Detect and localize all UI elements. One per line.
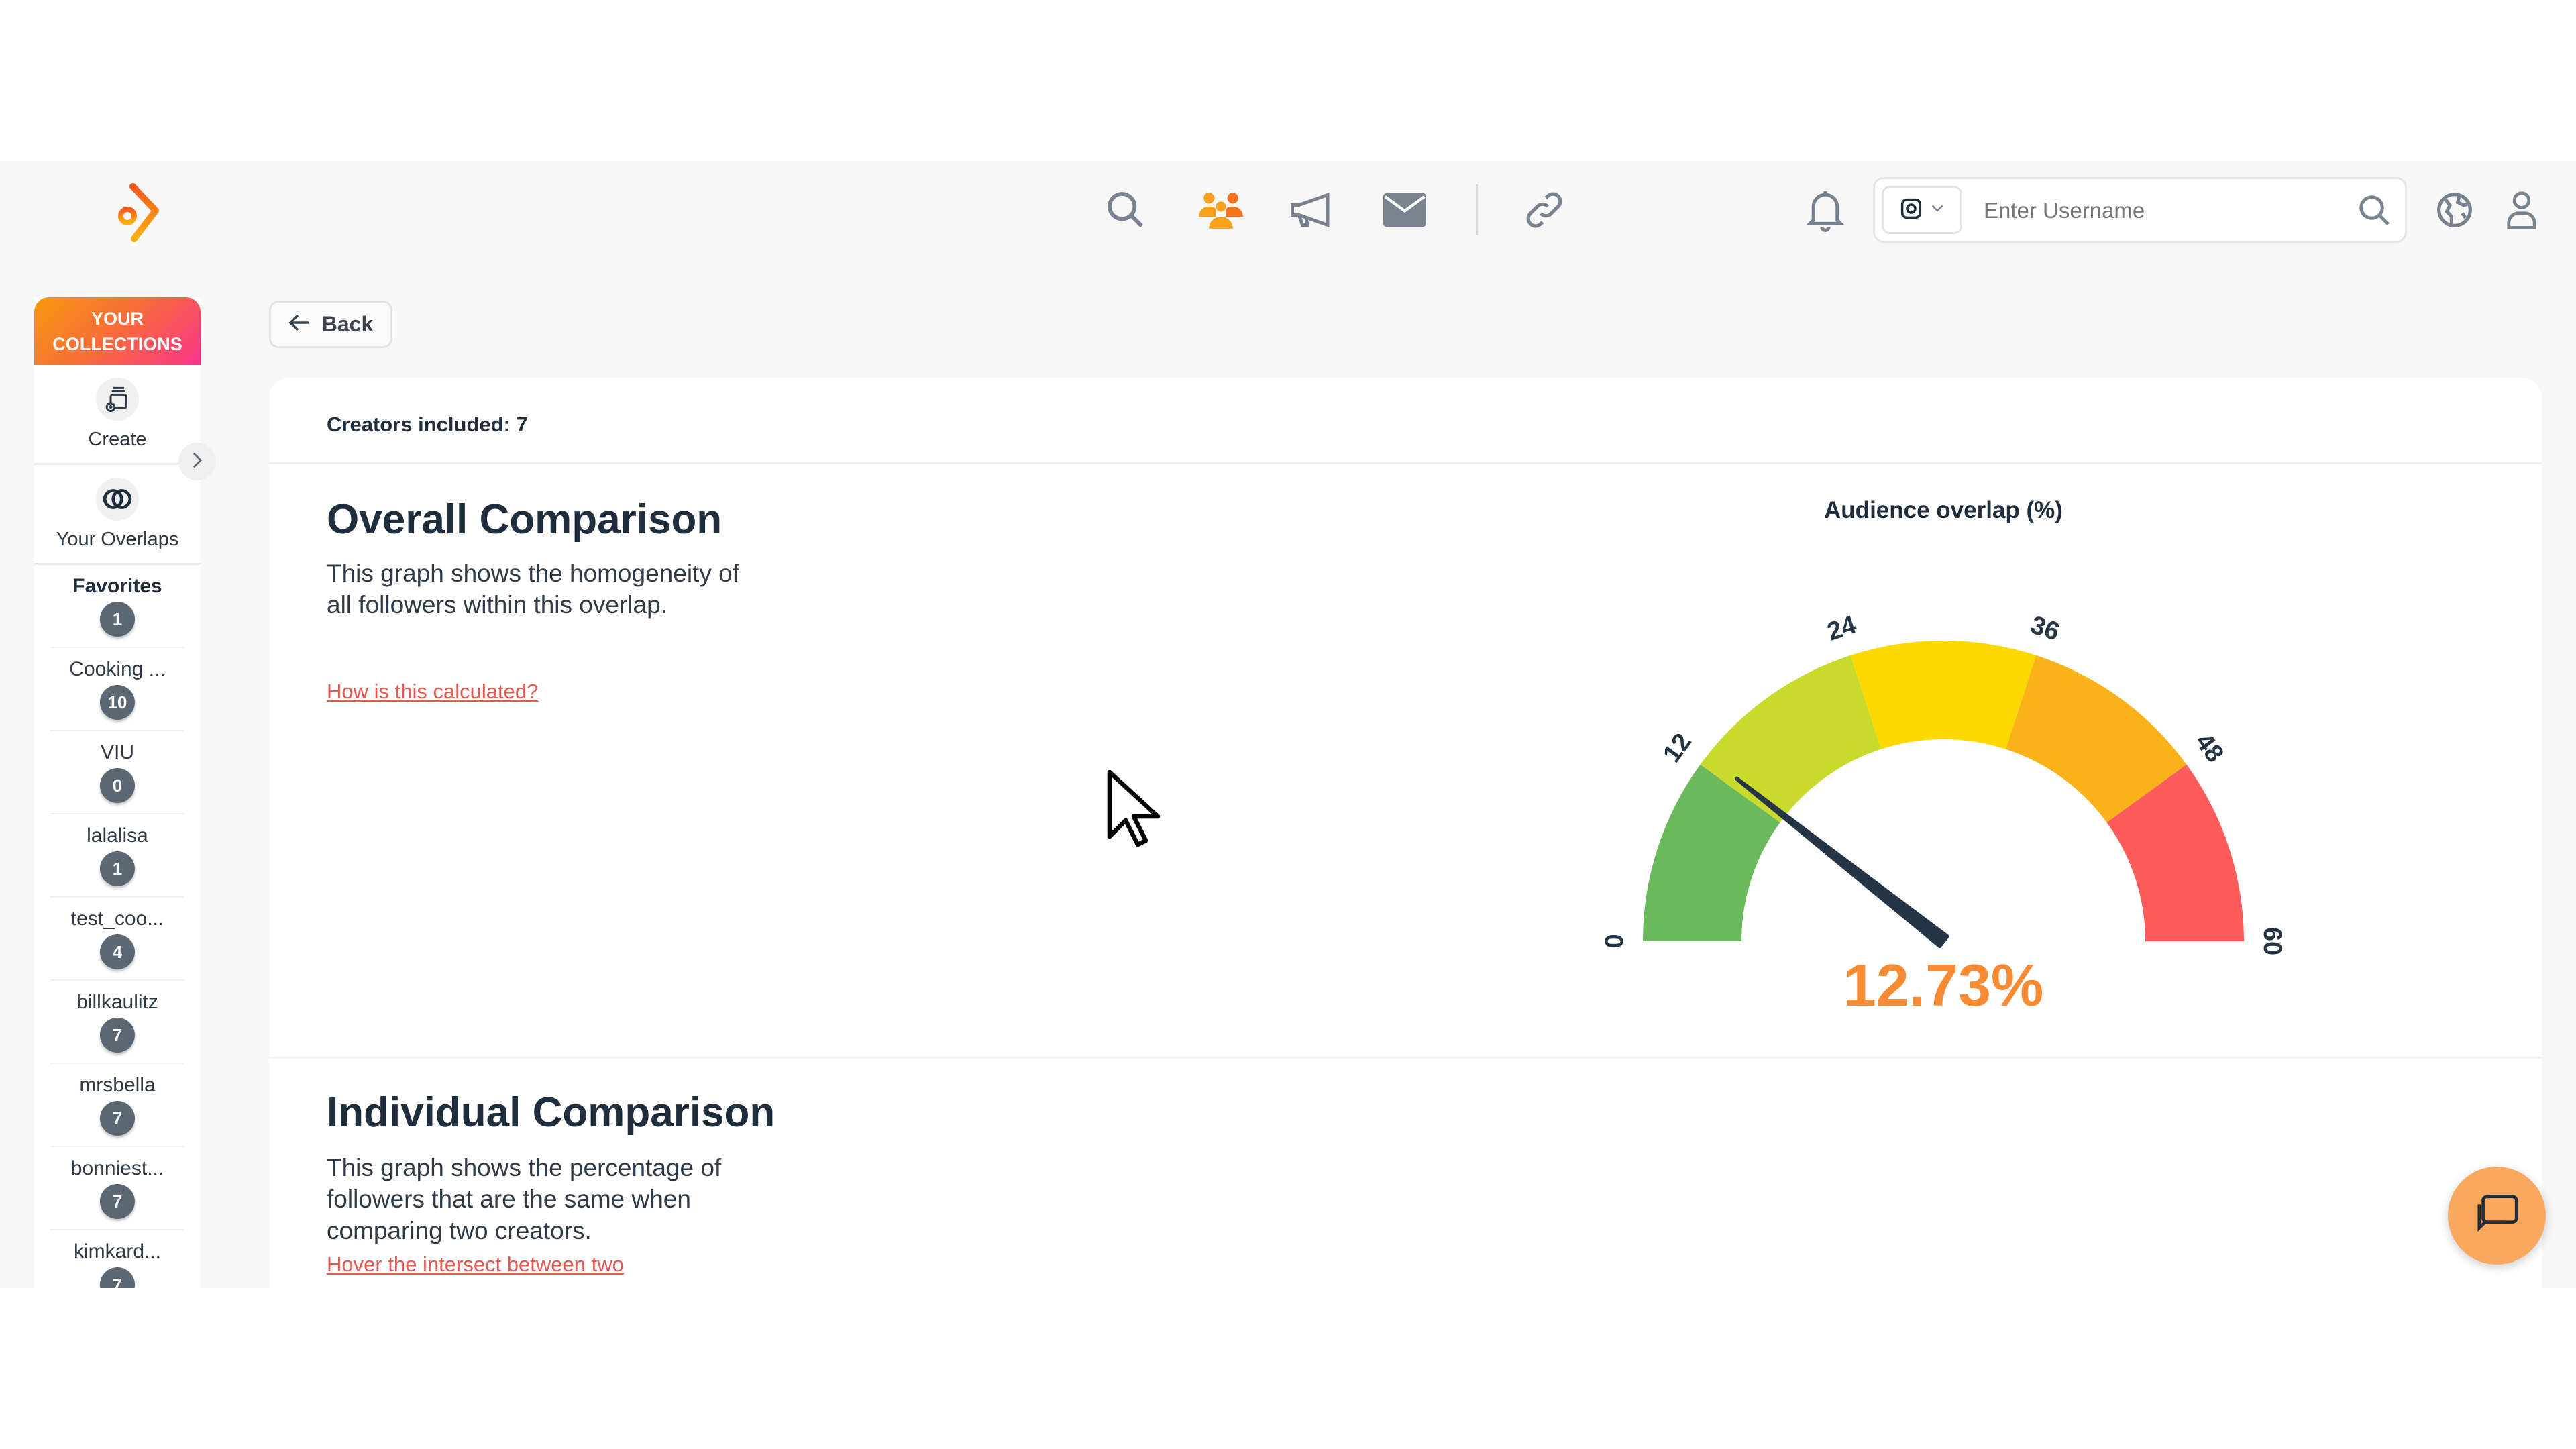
mouse-cursor	[1106, 768, 1162, 852]
collection-count-badge: 0	[100, 768, 135, 803]
chat-button[interactable]	[2448, 1167, 2546, 1265]
gauge-tick-label: 24	[1824, 611, 1860, 647]
gauge-value: 12.73%	[1843, 952, 2044, 1018]
section-divider	[269, 1057, 2542, 1059]
search-icon[interactable]	[1099, 183, 1152, 237]
collections-title-line2: COLLECTIONS	[52, 333, 182, 354]
gauge-tick-label: 12	[1658, 729, 1697, 768]
collection-item[interactable]: Favorites 1	[50, 565, 184, 648]
sidebar-expand-button[interactable]	[178, 443, 216, 480]
link-icon[interactable]	[1517, 183, 1571, 237]
gauge-tick-label: 60	[2258, 927, 2286, 955]
collection-item[interactable]: billkaulitz 7	[50, 981, 184, 1064]
collection-label: mrsbella	[79, 1074, 156, 1096]
platform-select[interactable]	[1882, 186, 1962, 234]
megaphone-icon[interactable]	[1284, 183, 1338, 237]
create-label: Create	[88, 428, 147, 450]
your-overlaps-button[interactable]: Your Overlaps	[34, 465, 201, 565]
collection-item[interactable]: kimkard... 7	[50, 1230, 184, 1288]
arrow-left-icon	[288, 312, 310, 337]
collection-item[interactable]: bonniest... 7	[50, 1147, 184, 1230]
bell-icon[interactable]	[1799, 183, 1852, 237]
collection-item[interactable]: VIU 0	[50, 731, 184, 814]
collections-title-line1: YOUR	[91, 308, 144, 329]
overall-comparison-title: Overall Comparison	[327, 496, 722, 543]
mail-icon[interactable]	[1378, 183, 1432, 237]
gauge-tick-label: 36	[2027, 611, 2063, 647]
users-icon[interactable]	[1194, 183, 1248, 237]
app: YOUR COLLECTIONS Create Your Overlaps Fav…	[0, 161, 2576, 1288]
collection-label: Cooking ...	[69, 658, 166, 680]
collections-header: YOUR COLLECTIONS	[34, 297, 201, 365]
username-search-box	[1873, 177, 2407, 243]
gauge-band-0	[1643, 764, 1780, 941]
collections-sidebar: YOUR COLLECTIONS Create Your Overlaps Fav…	[34, 297, 201, 1288]
chat-icon	[2473, 1192, 2520, 1240]
collection-label: test_coo...	[70, 908, 164, 930]
collection-count-badge: 10	[100, 685, 135, 720]
gauge-needle	[1734, 776, 1949, 949]
collection-count-badge: 1	[100, 851, 135, 886]
overall-comparison-description: This graph shows the homogeneity of all …	[327, 559, 739, 619]
collection-label: VIU	[100, 741, 134, 763]
overlaps-icon	[96, 477, 139, 521]
create-collection-button[interactable]: Create	[34, 365, 201, 465]
chevron-right-icon	[193, 452, 203, 472]
comparison-card: Creators included: 7 Overall Comparison …	[269, 378, 2542, 1288]
username-input[interactable]	[1982, 191, 2334, 230]
collection-label: lalalisa	[87, 824, 148, 847]
collection-item[interactable]: test_coo... 4	[50, 898, 184, 981]
logo[interactable]	[114, 182, 162, 243]
gauge-band-2	[1850, 641, 2037, 749]
create-collection-icon	[96, 377, 139, 421]
collection-item[interactable]: lalalisa 1	[50, 814, 184, 898]
collection-item[interactable]: Cooking ... 10	[50, 648, 184, 731]
collection-count-badge: 4	[100, 934, 135, 969]
collection-count-badge: 7	[100, 1267, 135, 1288]
hover-intersect-link[interactable]: Hover the intersect between two	[327, 1252, 624, 1276]
collections-list: Favorites 1 Cooking ... 10 VIU 0 lalalisa 1 test…	[34, 565, 201, 1288]
collection-label: kimkard...	[73, 1240, 162, 1263]
collection-label: bonniest...	[70, 1157, 164, 1179]
chevron-down-icon	[1931, 204, 1943, 216]
user-icon[interactable]	[2495, 183, 2548, 237]
back-label: Back	[321, 312, 374, 336]
username-search-icon[interactable]	[2357, 193, 2393, 232]
how-calculated-link[interactable]: How is this calculated?	[327, 680, 539, 703]
globe-icon[interactable]	[2428, 183, 2481, 237]
audience-overlap-gauge: 0 12 24 36 48 60	[1601, 611, 2286, 956]
creators-included: Creators included: 7	[327, 413, 528, 436]
collection-count-badge: 7	[100, 1184, 135, 1219]
gauge-tick-label: 48	[2190, 729, 2229, 768]
gauge-tick-label: 0	[1601, 934, 1629, 948]
back-button[interactable]: Back	[269, 301, 392, 348]
collection-item[interactable]: mrsbella 7	[50, 1064, 184, 1147]
gauge-band-3	[2006, 655, 2187, 823]
gauge-band-4	[2106, 764, 2244, 941]
gauge-band-1	[1700, 655, 1881, 823]
instagram-icon	[1900, 198, 1922, 223]
overlaps-label: Your Overlaps	[56, 528, 179, 550]
individual-comparison-title: Individual Comparison	[327, 1089, 775, 1136]
individual-comparison-description: This graph shows the percentage of follo…	[327, 1154, 722, 1244]
gauge-title: Audience overlap (%)	[1824, 497, 2063, 523]
collection-label: Favorites	[72, 575, 162, 597]
header-divider	[1476, 184, 1478, 235]
collection-label: billkaulitz	[76, 991, 158, 1013]
card-divider	[269, 462, 2542, 464]
collection-count-badge: 1	[100, 602, 135, 637]
collection-count-badge: 7	[100, 1018, 135, 1053]
collection-count-badge: 7	[100, 1101, 135, 1136]
